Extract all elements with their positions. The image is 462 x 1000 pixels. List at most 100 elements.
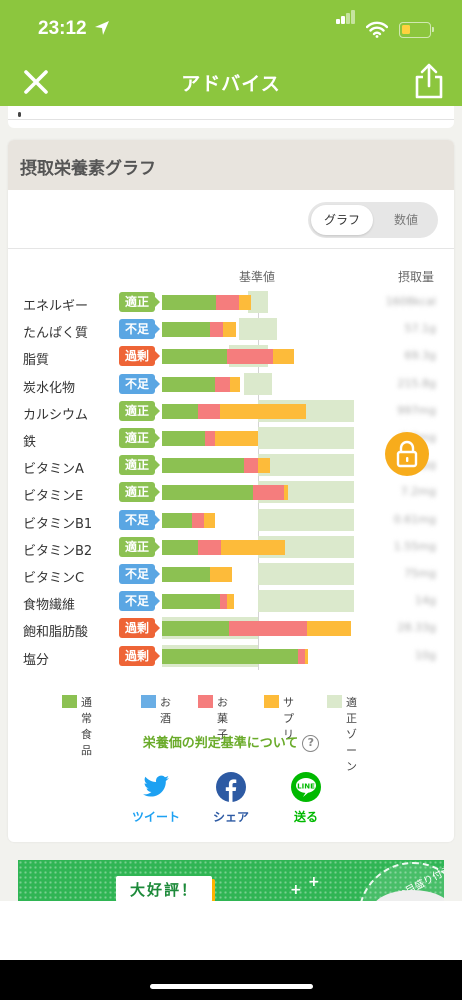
- bar-segment-supplement: [305, 648, 308, 664]
- bar-segment-snack: [253, 485, 284, 501]
- bar-segment-normal: [162, 458, 244, 474]
- column-base-label: 基準値: [239, 270, 276, 284]
- nutrient-row: 炭水化物 不足 215.8g: [8, 371, 454, 398]
- bar-segment-supplement: [238, 295, 252, 310]
- bar-segment-snack: [205, 431, 215, 446]
- bar-segment-snack: [229, 621, 307, 637]
- product-image: [372, 890, 444, 902]
- nutrient-name: 食物繊維: [23, 598, 76, 614]
- legend-label: 適正ゾーン: [346, 696, 357, 773]
- lock-icon: [396, 440, 418, 468]
- bar-segment-snack: [210, 322, 224, 338]
- legend-swatch: [264, 695, 279, 708]
- view-toggle[interactable]: グラフ 数値: [308, 202, 438, 238]
- sparkle-plus-2: +: [308, 874, 320, 890]
- nutrient-name: ビタミンE: [23, 489, 84, 505]
- facebook-icon: [216, 772, 246, 802]
- bar-segment-normal: [162, 567, 210, 582]
- status-badge: 不足: [119, 509, 160, 530]
- bar-segment-supplement: [210, 567, 233, 582]
- bar-segment-normal: [162, 322, 210, 338]
- facebook-share-button[interactable]: シェア: [196, 772, 266, 828]
- tweet-button[interactable]: ツイート: [121, 772, 191, 828]
- lock-button[interactable]: [385, 432, 429, 476]
- legend-swatch: [327, 695, 342, 708]
- promo-banner[interactable]: 大好評！ + + 便利な目盛り付き！: [18, 860, 444, 902]
- bar-segment-snack: [215, 295, 239, 310]
- home-indicator-bar: [0, 960, 462, 1000]
- legend-label: 通常食品: [81, 696, 92, 757]
- home-indicator[interactable]: [150, 984, 313, 989]
- nutrient-row: ビタミンA適正690µg: [8, 452, 454, 479]
- nutrient-row: 脂質 過剰 69.3g: [8, 343, 454, 370]
- intake-amount: 10g: [415, 648, 436, 662]
- promo-product-circle: 便利な目盛り付き！: [358, 860, 444, 902]
- nutrient-row: 鉄適正9.2mg: [8, 425, 454, 452]
- status-time: 23:12: [38, 18, 87, 39]
- intake-amount: 1.55mg: [393, 539, 436, 553]
- bar-segment-supplement: [227, 594, 234, 610]
- nutrient-row: エネルギー 適正 1608kcal: [8, 289, 454, 316]
- optimal-zone: [243, 372, 273, 395]
- facebook-share-label: シェア: [212, 810, 249, 824]
- nutrient-name: ビタミンC: [23, 571, 85, 586]
- twitter-bird-icon: [143, 775, 169, 797]
- optimal-zone: [238, 318, 278, 341]
- toggle-value[interactable]: 数値: [393, 213, 418, 227]
- bar-segment-snack: [198, 539, 221, 555]
- column-intake-label: 摂取量: [398, 270, 435, 284]
- sparkle-plus-1: +: [290, 882, 302, 898]
- nav-bar: アドバイス: [0, 58, 462, 106]
- bar-segment-supplement: [306, 621, 352, 637]
- intake-amount: 215.8g: [397, 376, 436, 390]
- status-badge: 不足: [119, 564, 160, 584]
- nutrient-name: 塩分: [23, 652, 50, 668]
- share-icon[interactable]: [412, 62, 446, 100]
- nutrient-name: ビタミンB2: [23, 543, 93, 559]
- status-badge: 不足: [119, 373, 160, 394]
- status-badge: 過剰: [119, 618, 160, 639]
- nutrient-row: 塩分 過剰 10g: [8, 643, 454, 670]
- bar-segment-supplement: [204, 512, 215, 528]
- help-icon[interactable]: ?: [302, 735, 320, 752]
- toggle-graph[interactable]: グラフ: [311, 205, 373, 235]
- page-title: アドバイス: [181, 73, 281, 95]
- bar-segment-normal: [162, 621, 230, 637]
- nutrient-name: ビタミンB1: [23, 516, 93, 532]
- nutrient-row: たんぱく質 不足 57.1g: [8, 316, 454, 343]
- nutrient-row: 飽和脂肪酸 過剰 28.33g: [8, 615, 454, 642]
- bar-segment-normal: [162, 431, 206, 446]
- status-badge: 適正: [119, 455, 160, 476]
- tweet-label: ツイート: [131, 810, 180, 824]
- previous-card: [8, 106, 454, 128]
- intake-amount: 28.33g: [397, 621, 436, 635]
- status-badge: 適正: [119, 400, 160, 421]
- intake-amount: 14g: [415, 594, 436, 608]
- nutrient-row: 食物繊維 不足 14g: [8, 588, 454, 615]
- nutrient-name: 脂質: [23, 353, 50, 369]
- location-arrow-icon: [95, 21, 109, 35]
- bar-segment-snack: [219, 594, 228, 610]
- promo-badge: 大好評！: [116, 876, 212, 902]
- intake-amount: 75mg: [404, 567, 436, 580]
- bar-segment-normal: [162, 295, 216, 310]
- intake-amount: 1608kcal: [385, 295, 436, 308]
- battery-icon: [399, 22, 434, 38]
- status-badge: 適正: [119, 482, 160, 503]
- close-icon[interactable]: [18, 66, 54, 98]
- bar-segment-normal: [162, 376, 215, 392]
- criteria-link-text[interactable]: 栄養価の判定基準について: [142, 736, 299, 751]
- criteria-link[interactable]: 栄養価の判定基準について?: [8, 732, 454, 752]
- optimal-zone: [258, 508, 354, 531]
- line-icon: LINE: [291, 772, 321, 802]
- line-send-button[interactable]: LINE 送る: [271, 772, 341, 828]
- intake-amount: 997mg: [397, 403, 436, 417]
- svg-text:LINE: LINE: [297, 783, 315, 791]
- nutrient-name: 飽和脂肪酸: [23, 625, 89, 641]
- status-badge: 不足: [119, 319, 160, 340]
- bar-segment-normal: [162, 539, 199, 555]
- nutrient-name: エネルギー: [23, 299, 89, 314]
- bar-segment-supplement: [220, 539, 285, 555]
- bar-segment-snack: [243, 458, 258, 474]
- legend-label: サプリ: [283, 696, 294, 741]
